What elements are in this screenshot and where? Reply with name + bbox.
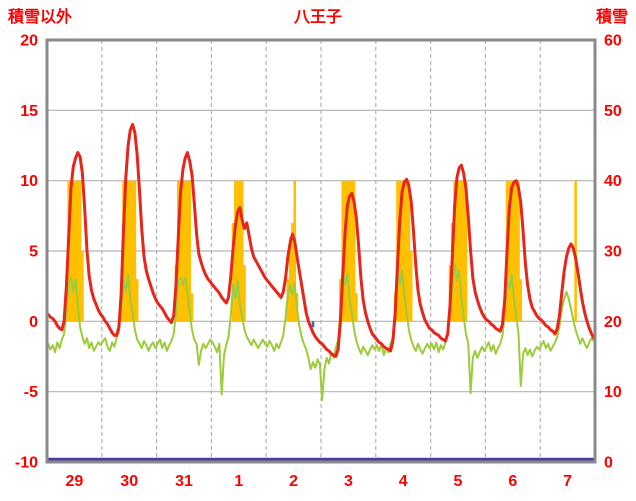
sunshine-bar <box>124 180 128 322</box>
right-axis-tick: 30 <box>604 244 622 261</box>
left-axis-tick: 10 <box>20 173 38 190</box>
green-series-line <box>47 262 595 402</box>
sunshine-bar <box>514 180 518 322</box>
x-axis-label: 5 <box>454 473 463 490</box>
left-axis-title: 積雪以外 <box>7 7 72 26</box>
x-axis-label: 7 <box>563 473 572 490</box>
sunshine-bar <box>405 180 408 322</box>
left-axis-tick: -10 <box>15 455 38 472</box>
sunshine-bar <box>238 180 242 322</box>
chart-title: 八王子 <box>293 8 342 26</box>
sunshine-bar <box>407 180 411 322</box>
sunshine-bar <box>462 180 465 322</box>
sunshine-bar <box>512 180 516 322</box>
sunshine-bar <box>510 180 513 322</box>
sunshine-bar <box>398 180 402 322</box>
sunshine-bar <box>453 180 456 322</box>
sunshine-bar <box>464 180 468 322</box>
plot-border <box>45 38 597 464</box>
temperature-line <box>46 122 596 358</box>
axis-ticks: 20 60 15 50 10 40 5 30 0 20 -5 10 -10 0 29 30 31 1 2 3 4 5 6 7 <box>15 33 622 491</box>
sunshine-bar <box>403 180 406 322</box>
sunshine-bar <box>183 180 187 322</box>
sunshine-bar <box>400 180 404 322</box>
sunshine-bar <box>69 180 73 322</box>
x-axis-label: 4 <box>399 473 408 490</box>
sunshine-bar <box>243 265 246 322</box>
sunshine-bar <box>135 279 139 322</box>
x-axis-label: 2 <box>289 473 298 490</box>
x-axis-label: 29 <box>66 473 84 490</box>
sunshine-bar <box>179 180 182 322</box>
left-axis-tick: -5 <box>24 384 38 401</box>
sunshine-bar <box>188 180 191 322</box>
sunshine-bar <box>574 180 577 322</box>
sunshine-bar <box>181 180 185 322</box>
sunshine-bar <box>508 180 511 322</box>
sunshine-bar <box>345 180 349 322</box>
left-axis-tick: 0 <box>29 314 38 331</box>
sunshine-bar <box>81 251 84 322</box>
right-axis-tick: 0 <box>604 455 613 472</box>
left-axis-tick: 20 <box>20 33 38 50</box>
sunshine-bar <box>517 180 520 322</box>
right-axis-tick: 40 <box>604 173 622 190</box>
x-axis-label: 30 <box>120 473 138 490</box>
right-axis-tick: 60 <box>604 33 622 50</box>
sunshine-bar <box>236 180 239 322</box>
sunshine-bar <box>131 180 134 322</box>
sunshine-bar <box>355 293 358 322</box>
x-axis-label: 1 <box>234 473 243 490</box>
sunshine-bar <box>240 180 244 322</box>
right-axis-tick: 10 <box>604 384 622 401</box>
sunshine-bar <box>519 279 523 322</box>
sunshine-bar <box>71 180 75 322</box>
right-axis-tick: 20 <box>604 314 622 331</box>
sunshine-bar <box>74 180 77 322</box>
sunshine-bar <box>350 180 354 322</box>
right-axis-tick: 50 <box>604 103 622 120</box>
sunshine-bar <box>352 180 356 322</box>
sunshine-bar <box>455 180 459 322</box>
sunshine-bar <box>460 180 463 322</box>
plot-frame <box>45 38 597 464</box>
sunshine-bar <box>234 180 237 322</box>
x-axis-label: 31 <box>175 473 193 490</box>
right-axis-title: 積雪 <box>595 7 628 26</box>
precipitation-tick <box>311 321 315 328</box>
sunshine-bar <box>126 180 130 322</box>
left-axis-tick: 15 <box>20 103 38 120</box>
sunshine-bar <box>288 236 292 322</box>
sunshine-bar <box>78 180 82 322</box>
x-axis-label: 3 <box>344 473 353 490</box>
sunshine-bar <box>129 180 132 322</box>
x-axis-label: 6 <box>508 473 517 490</box>
sunshine-bar <box>291 222 294 322</box>
sunshine-bar <box>348 180 351 322</box>
sunshine-bar <box>133 180 137 322</box>
left-axis-tick: 5 <box>29 244 38 261</box>
sunshine-bar <box>76 180 80 322</box>
sunshine-bar <box>457 180 461 322</box>
sunshine-bar <box>186 180 189 322</box>
sunshine-bar <box>190 293 194 322</box>
sunshine-bar <box>231 222 235 322</box>
series-lines <box>46 122 596 402</box>
sunshine-bar <box>409 251 413 322</box>
